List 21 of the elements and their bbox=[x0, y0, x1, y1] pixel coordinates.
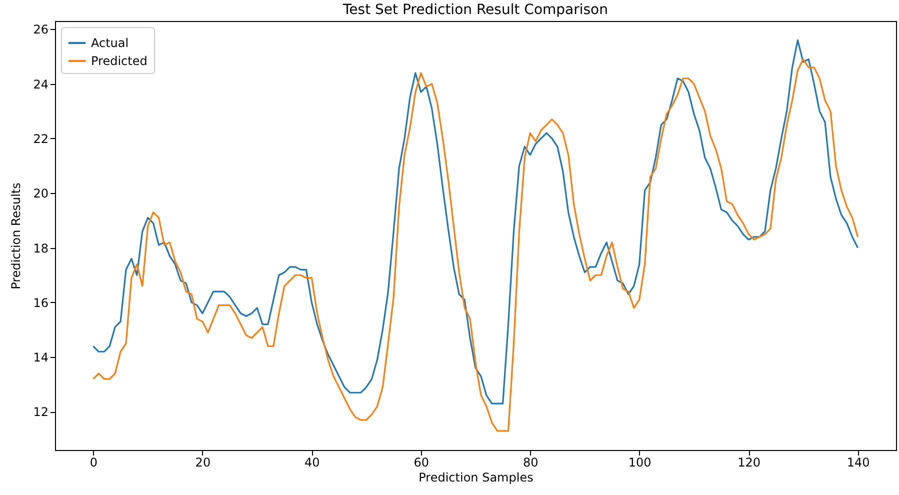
y-tick-label: 16 bbox=[33, 296, 48, 310]
legend-label: Actual bbox=[91, 36, 129, 50]
y-axis-title: Prediction Results bbox=[9, 182, 24, 290]
x-tick-label: 100 bbox=[628, 456, 652, 470]
x-tick-label: 120 bbox=[738, 456, 761, 470]
y-tick-label: 22 bbox=[33, 132, 48, 146]
y-tick-label: 24 bbox=[33, 77, 48, 92]
x-tick-label: 140 bbox=[846, 456, 870, 470]
y-tick-label: 26 bbox=[33, 22, 48, 37]
legend-label: Predicted bbox=[91, 54, 148, 68]
y-tick-label: 20 bbox=[33, 186, 48, 201]
chart-title: Test Set Prediction Result Comparison bbox=[342, 2, 608, 18]
x-tick-label: 60 bbox=[414, 456, 430, 470]
x-tick-label: 40 bbox=[304, 456, 320, 470]
y-tick-label: 12 bbox=[33, 405, 48, 420]
x-tick-label: 20 bbox=[195, 456, 211, 470]
x-axis-title: Prediction Samples bbox=[418, 470, 534, 484]
y-tick-label: 14 bbox=[33, 350, 48, 365]
x-tick-label: 0 bbox=[90, 456, 98, 470]
x-tick-label: 80 bbox=[522, 456, 538, 470]
y-tick-label: 18 bbox=[33, 241, 48, 256]
